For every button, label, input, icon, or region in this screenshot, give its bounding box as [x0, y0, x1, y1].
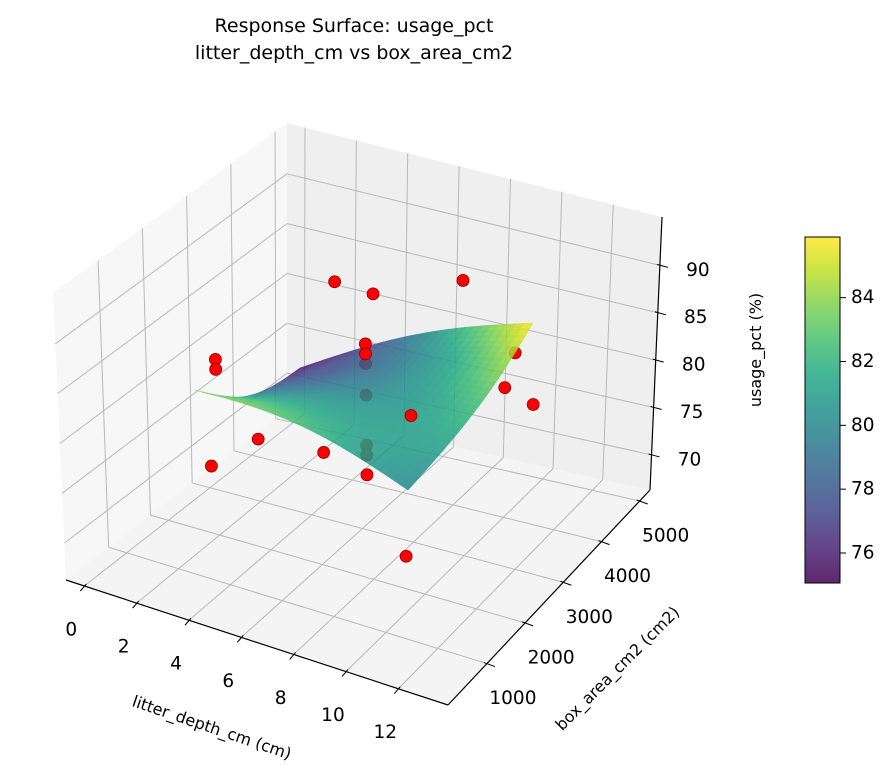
floor-gridline-y: [108, 546, 488, 665]
x-tick-label: 6: [222, 671, 234, 692]
colorbar-tick-label: 80: [851, 415, 875, 436]
z-tick: [652, 358, 664, 363]
x-tick: [341, 669, 349, 677]
x-tick: [184, 617, 192, 626]
floor-gridline-y: [150, 514, 526, 624]
y-tick-label: 1000: [489, 688, 536, 709]
scatter-point: [526, 398, 540, 411]
floor-gridline-x: [84, 413, 305, 587]
back-gridline-x: [502, 179, 511, 458]
z-tick: [654, 311, 666, 316]
left-pane: [53, 123, 287, 580]
z-tick-label: 75: [680, 402, 704, 423]
response-surface: [194, 322, 534, 491]
scatter-point: [251, 432, 265, 446]
scatter-point: [366, 287, 380, 301]
left-gridline-z: [61, 322, 288, 494]
left-gridline-z: [55, 173, 288, 345]
left-gridline-y: [230, 163, 235, 451]
colorbar-gradient: [804, 236, 841, 584]
x-tick-label: 8: [275, 688, 287, 709]
z-tick-label: 70: [678, 449, 702, 470]
tick-labels: 0 2 4 6 8 10 12 1000 2000 3000 4000 5000 70 75 80 85 90: [65, 260, 709, 743]
x-tick-label: 12: [374, 722, 398, 743]
chart-title-line-2: litter_depth_cm vs box_area_cm2: [195, 42, 513, 64]
scatter-point: [399, 549, 413, 563]
z-axis-line: [649, 216, 663, 491]
colorbar-tick-label: 82: [851, 351, 875, 372]
y-tick-label: 2000: [528, 647, 575, 668]
back-gridline-z: [286, 272, 656, 361]
colorbar: 76 78 80 82 84: [804, 236, 875, 584]
back-gridline-x: [303, 127, 306, 414]
x-tick-label: 2: [118, 637, 130, 658]
scatter-point: [209, 362, 223, 376]
x-tick: [289, 652, 297, 660]
floor-gridline-y: [192, 482, 564, 583]
y-axis-line: [447, 489, 651, 706]
scatter-point: [359, 347, 372, 361]
z-tick-label: 85: [684, 307, 708, 328]
x-tick-label: 4: [170, 654, 182, 675]
colorbar-tick-label: 78: [851, 479, 875, 500]
z-tick-label: 90: [686, 260, 710, 281]
scatter-point: [317, 446, 331, 459]
z-tick: [648, 453, 660, 458]
y-tick-label: 5000: [642, 525, 689, 546]
y-tick: [636, 499, 648, 505]
floor-gridline-x: [293, 457, 504, 655]
x-tick: [132, 600, 140, 609]
surface-facet: [399, 478, 414, 491]
x-tick: [393, 686, 401, 695]
left-gridline-z: [57, 223, 288, 395]
floor-gridline-x: [345, 468, 554, 672]
x-axis-line: [65, 579, 449, 706]
scatter-point: [498, 381, 512, 395]
z-tick: [656, 263, 669, 268]
scatter-point: [328, 275, 342, 289]
z-tick-label: 80: [682, 355, 706, 376]
left-gridline-y: [97, 260, 110, 548]
scatter-points: [205, 274, 540, 563]
x-tick: [79, 583, 87, 592]
z-tick: [650, 406, 662, 411]
scatter-point: [205, 459, 218, 473]
chart-title-line-1: Response Surface: usage_pct: [215, 15, 494, 37]
y-tick: [560, 580, 572, 586]
x-tick-label: 0: [65, 619, 77, 640]
left-gridline-z: [59, 273, 288, 444]
y-tick-label: 3000: [566, 607, 613, 628]
axis-lines: [65, 216, 669, 706]
scatter-point: [404, 409, 418, 422]
back-gridline-x: [602, 204, 614, 480]
floor-pane: [66, 410, 650, 705]
left-gridline-y: [274, 131, 277, 419]
left-gridline-y: [186, 195, 193, 483]
colorbar-tick-label: 84: [851, 287, 875, 308]
back-gridline-z: [286, 223, 658, 314]
y-tick: [521, 621, 534, 627]
back-gridline-z: [286, 173, 660, 266]
floor-gridline-y: [233, 450, 602, 543]
x-tick-label: 10: [321, 705, 345, 726]
back-gridline-x: [552, 191, 563, 469]
colorbar-tick-label: 76: [851, 542, 875, 563]
floor-gridline-x: [397, 479, 604, 690]
z-axis-label: usage_pct (%): [746, 293, 766, 407]
y-tick: [483, 662, 496, 668]
x-tick: [236, 635, 244, 643]
scatter-point: [360, 468, 374, 482]
scatter-point: [456, 274, 470, 287]
left-gridline-y: [141, 228, 151, 516]
y-tick-label: 4000: [604, 566, 651, 587]
y-tick: [598, 540, 610, 546]
floor-gridline-x: [188, 435, 405, 621]
